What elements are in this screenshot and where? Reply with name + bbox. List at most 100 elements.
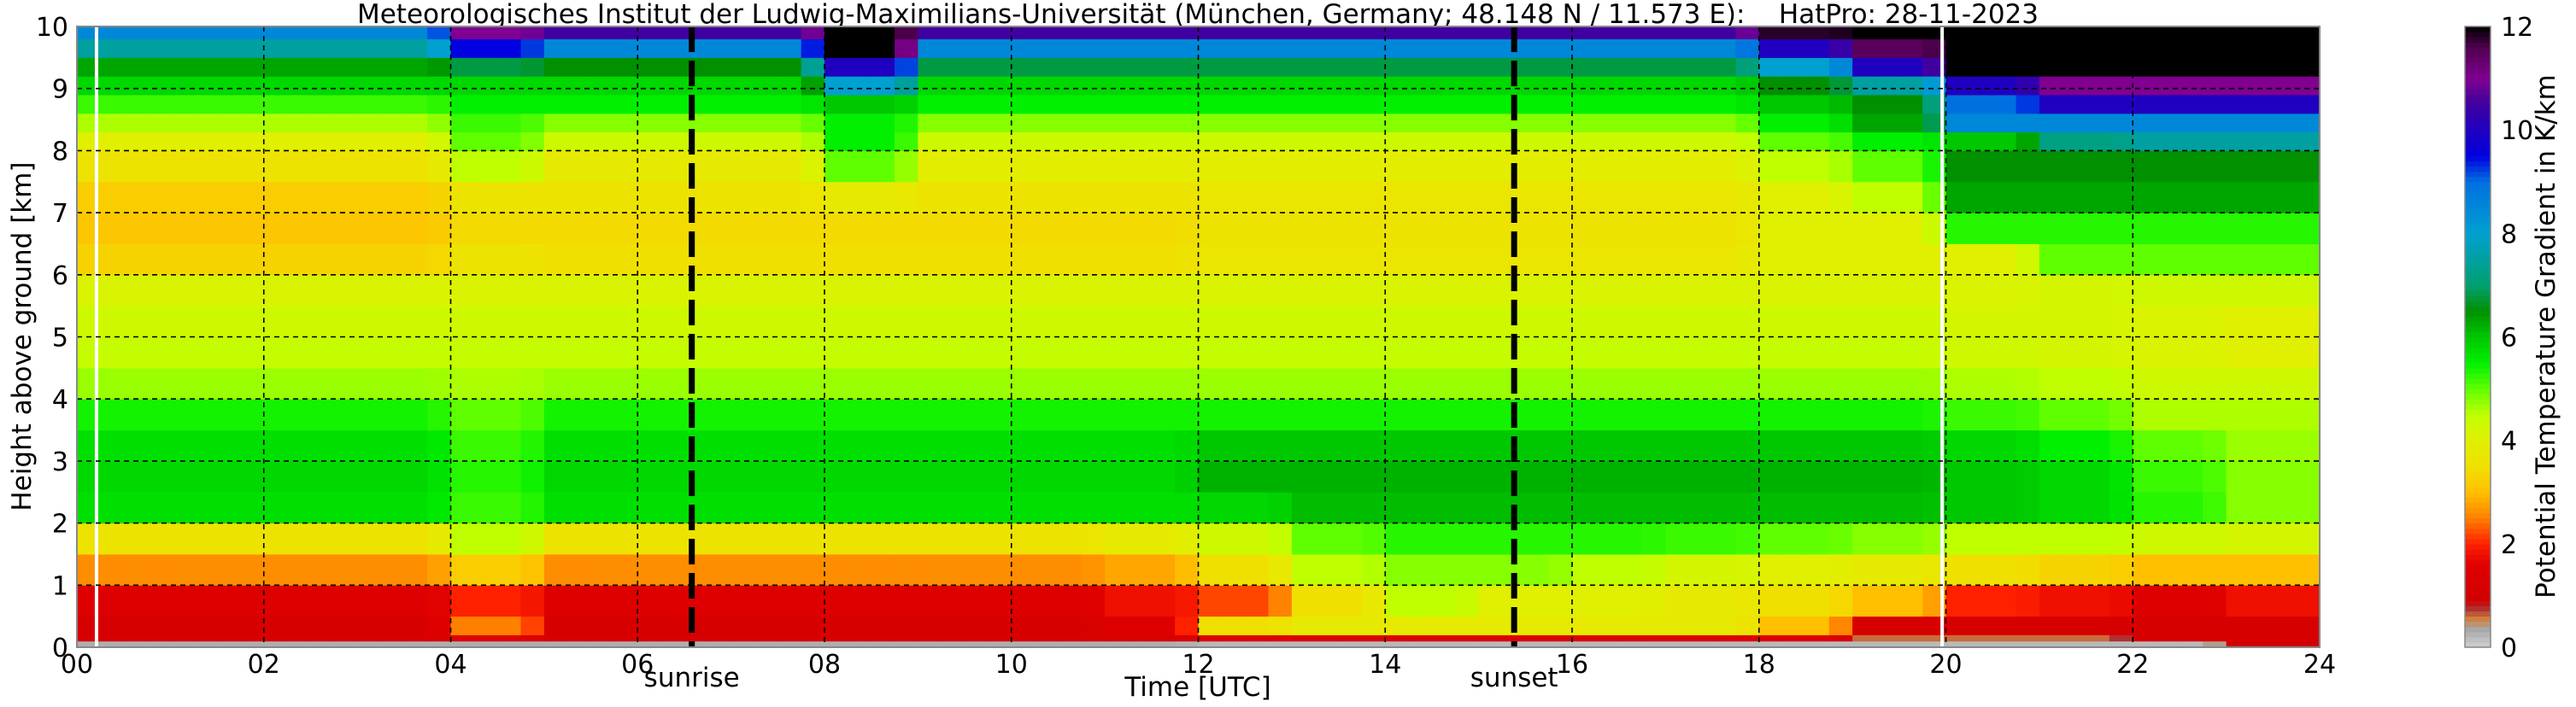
heatmap-cell — [1338, 113, 1363, 133]
heatmap-cell — [123, 492, 148, 524]
heatmap-cell — [660, 26, 685, 40]
heatmap-cell — [1782, 181, 1807, 213]
heatmap-cell — [2086, 181, 2110, 213]
heatmap-cell — [1431, 181, 1457, 213]
heatmap-cell — [1852, 336, 1877, 369]
heatmap-cell — [590, 429, 615, 462]
heatmap-cell — [1712, 367, 1737, 400]
heatmap-cell — [1105, 76, 1130, 96]
heatmap-cell — [1221, 243, 1246, 276]
heatmap-cell — [240, 585, 265, 617]
heatmap-cell — [287, 640, 312, 648]
heatmap-cell — [2133, 94, 2157, 114]
heatmap-cell — [1478, 367, 1503, 400]
heatmap-cell — [1058, 336, 1083, 369]
heatmap-cell — [1128, 113, 1153, 133]
heatmap-cell — [848, 336, 872, 369]
heatmap-cell — [263, 76, 288, 96]
heatmap-cell — [2179, 640, 2204, 648]
heatmap-cell — [684, 38, 709, 58]
heatmap-cell — [567, 243, 592, 276]
heatmap-cell — [310, 274, 335, 307]
heatmap-cell — [1058, 213, 1083, 244]
heatmap-cell — [1595, 131, 1620, 151]
heatmap-cell — [1898, 57, 1923, 77]
heatmap-cell — [1221, 585, 1246, 617]
heatmap-cell — [1151, 213, 1176, 244]
heatmap-cell — [100, 399, 125, 431]
heatmap-cell — [170, 76, 195, 96]
heatmap-cell — [1875, 523, 1900, 555]
heatmap-cell — [965, 243, 989, 276]
heatmap-cell — [895, 616, 919, 635]
heatmap-cell — [380, 492, 405, 524]
heatmap-cell — [731, 585, 755, 617]
heatmap-cell — [2063, 38, 2087, 58]
heatmap-cell — [1688, 585, 1713, 617]
heatmap-cell — [333, 399, 358, 431]
heatmap-cell — [1478, 523, 1503, 555]
heatmap-cell — [1665, 634, 1690, 642]
heatmap-cell — [1128, 243, 1153, 276]
heatmap-cell — [1385, 634, 1410, 642]
heatmap-cell — [1151, 38, 1176, 58]
heatmap-cell — [1035, 429, 1059, 462]
heatmap-cell — [1105, 585, 1130, 617]
heatmap-cell — [731, 94, 755, 114]
heatmap-cell — [1992, 492, 2017, 524]
heatmap-cell — [2133, 38, 2157, 58]
heatmap-cell — [613, 113, 639, 133]
heatmap-cell — [2156, 243, 2180, 276]
heatmap-cell — [801, 213, 825, 244]
heatmap-cell — [637, 131, 662, 151]
colorbar-segment — [2465, 32, 2491, 38]
heatmap-cell — [2203, 26, 2227, 40]
heatmap-cell — [2109, 131, 2134, 151]
heatmap-cell — [1151, 243, 1176, 276]
heatmap-cell — [2016, 113, 2040, 133]
heatmap-cell — [1128, 76, 1153, 96]
heatmap-cell — [100, 367, 125, 400]
heatmap-cell — [824, 94, 849, 114]
heatmap-cell — [1011, 616, 1036, 635]
heatmap-cell — [357, 213, 382, 244]
heatmap-cell — [871, 113, 895, 133]
heatmap-cell — [1431, 213, 1457, 244]
heatmap-cell — [473, 616, 498, 635]
heatmap-cell — [1175, 243, 1200, 276]
heatmap-cell — [2063, 213, 2087, 244]
heatmap-cell — [427, 429, 452, 462]
heatmap-cell — [1011, 76, 1036, 96]
heatmap-cell — [777, 274, 802, 307]
sunrise-label: sunrise — [644, 663, 740, 693]
heatmap-cell — [357, 113, 382, 133]
heatmap-cell — [1898, 26, 1923, 40]
heatmap-cell — [2296, 150, 2321, 183]
colorbar-segment — [2465, 487, 2491, 493]
heatmap-cell — [1245, 306, 1270, 337]
colorbar-tick-label: 4 — [2501, 427, 2517, 457]
heatmap-cell — [1011, 336, 1036, 369]
heatmap-cell — [1338, 429, 1363, 462]
heatmap-cell — [1105, 94, 1130, 114]
heatmap-cell — [1688, 429, 1713, 462]
heatmap-cell — [123, 57, 148, 77]
heatmap-cell — [1175, 274, 1200, 307]
heatmap-cell — [1105, 399, 1130, 431]
heatmap-cell — [1572, 131, 1597, 151]
heatmap-cell — [1315, 523, 1340, 555]
heatmap-cell — [731, 460, 755, 493]
heatmap-cell — [2086, 150, 2110, 183]
heatmap-cell — [1969, 492, 1993, 524]
heatmap-cell — [1151, 399, 1176, 431]
heatmap-cell — [1805, 492, 1830, 524]
heatmap-cell — [1128, 306, 1153, 337]
heatmap-cell — [707, 460, 732, 493]
heatmap-cell — [590, 336, 615, 369]
heatmap-cell — [380, 57, 405, 77]
heatmap-cell — [100, 274, 125, 307]
heatmap-cell — [613, 243, 639, 276]
heatmap-cell — [965, 181, 989, 213]
heatmap-cell — [848, 640, 872, 648]
heatmap-cell — [287, 553, 312, 586]
